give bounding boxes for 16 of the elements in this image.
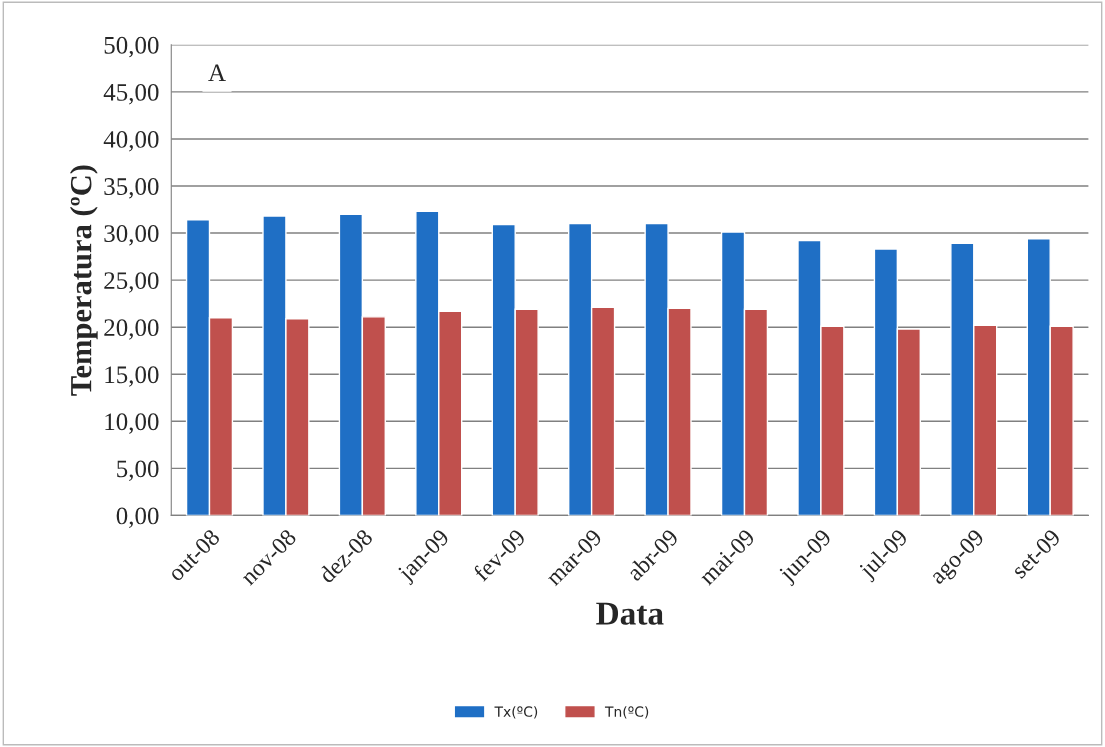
- y-tick-label: 30,00: [104, 225, 159, 246]
- y-tick-label: 20,00: [104, 319, 159, 340]
- legend-label: Tn(ºC): [604, 706, 649, 719]
- y-tick-label: 15,00: [105, 366, 159, 387]
- y-tick-label: 45,00: [103, 83, 159, 105]
- y-tick-label: 5,00: [117, 460, 159, 481]
- y-tick-label: 40,00: [103, 130, 159, 152]
- y-tick-label: 0,00: [116, 507, 159, 528]
- y-tick-label: 50,00: [104, 36, 159, 58]
- y-axis-title: Temperatura (ºC): [69, 165, 98, 396]
- y-tick-label: 25,00: [104, 272, 159, 293]
- annotation: A: [208, 64, 226, 81]
- y-tick-label: 10,00: [105, 413, 159, 434]
- legend-label: Tx(ºC): [494, 706, 538, 719]
- x-axis-title: Data: [596, 602, 664, 625]
- y-tick-label: 35,00: [104, 178, 159, 199]
